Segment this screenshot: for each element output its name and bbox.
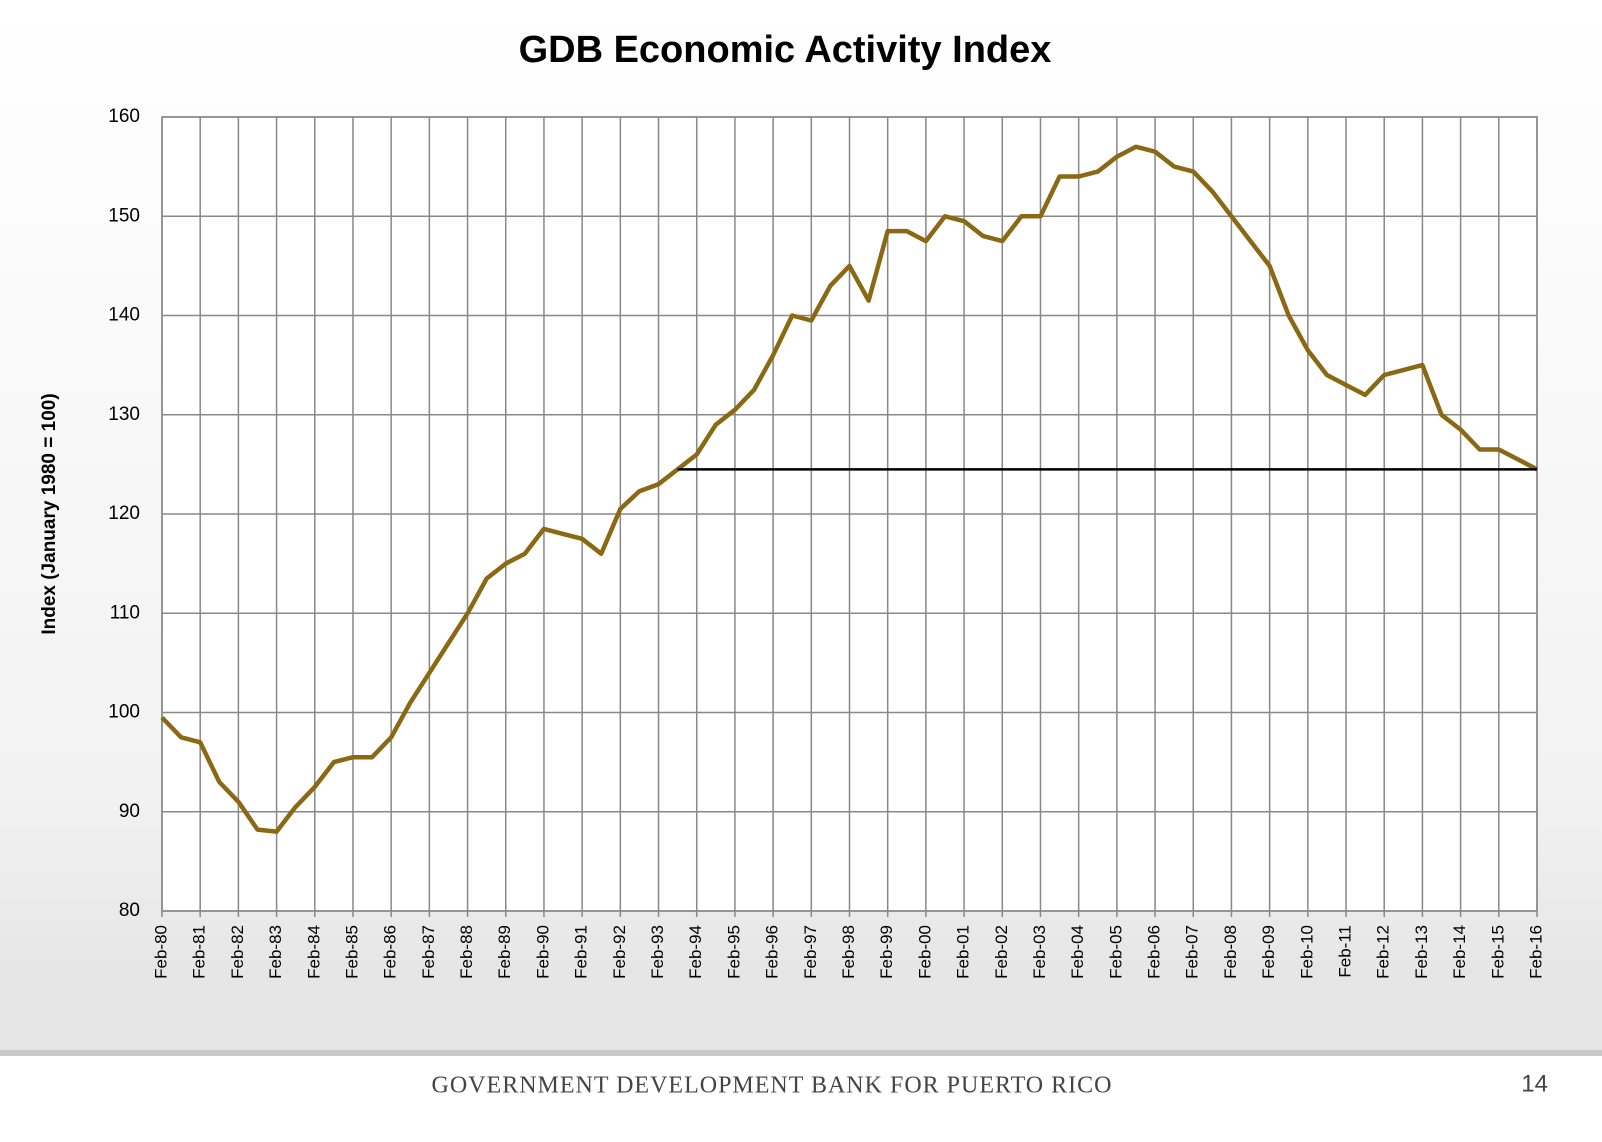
x-tick-label: Feb-94 xyxy=(686,925,705,979)
x-tick-label: Feb-06 xyxy=(1145,925,1164,979)
data-line xyxy=(160,144,1539,834)
x-tick-label: Feb-04 xyxy=(1068,925,1087,979)
page-number: 14 xyxy=(1521,1070,1548,1097)
x-tick-label: Feb-13 xyxy=(1412,925,1431,979)
y-tick-label: 160 xyxy=(108,106,140,127)
chart-title: GDB Economic Activity Index xyxy=(519,29,1052,71)
x-tick-label: Feb-91 xyxy=(572,925,591,979)
x-tick-label: Feb-85 xyxy=(342,925,361,979)
y-tick-label: 100 xyxy=(108,702,140,723)
x-tick-label: Feb-80 xyxy=(151,925,170,979)
x-tick-label: Feb-14 xyxy=(1450,925,1469,979)
x-tick-label: Feb-98 xyxy=(839,925,858,979)
x-tick-label: Feb-08 xyxy=(1221,925,1240,979)
x-tick-label: Feb-03 xyxy=(1030,925,1049,979)
y-tick-label: 80 xyxy=(119,900,140,921)
x-tick-label: Feb-95 xyxy=(724,925,743,979)
x-tick-label: Feb-92 xyxy=(610,925,629,979)
x-tick-label: Feb-16 xyxy=(1526,925,1545,979)
y-tick-label: 140 xyxy=(108,305,140,326)
x-tick-label: Feb-05 xyxy=(1106,925,1125,979)
x-tick-label: Feb-99 xyxy=(877,925,896,979)
x-tick-label: Feb-11 xyxy=(1336,925,1355,978)
footer-text: GOVERNMENT DEVELOPMENT BANK FOR PUERTO R… xyxy=(432,1073,1113,1099)
x-tick-label: Feb-88 xyxy=(457,925,476,979)
x-tick-label: Feb-15 xyxy=(1488,925,1507,979)
x-tick-label: Feb-81 xyxy=(190,925,209,979)
y-tick-label: 150 xyxy=(108,205,140,226)
x-tick-label: Feb-82 xyxy=(228,925,247,979)
x-tick-label: Feb-09 xyxy=(1259,925,1278,979)
x-tick-label: Feb-00 xyxy=(915,925,934,979)
footer-rule xyxy=(0,1050,1602,1056)
x-tick-label: Feb-83 xyxy=(266,925,285,979)
x-tick-label: Feb-07 xyxy=(1183,925,1202,979)
x-tick-label: Feb-93 xyxy=(648,925,667,979)
y-tick-label: 120 xyxy=(108,503,140,524)
x-tick-label: Feb-01 xyxy=(954,925,973,979)
y-tick-label: 90 xyxy=(119,801,140,822)
x-tick-label: Feb-86 xyxy=(381,925,400,979)
x-tick-label: Feb-97 xyxy=(801,925,820,979)
y-tick-label: 130 xyxy=(108,404,140,425)
x-tick-label: Feb-02 xyxy=(992,925,1011,979)
y-axis-title: Index (January 1980 = 100) xyxy=(39,393,60,634)
x-tick-label: Feb-87 xyxy=(419,925,438,979)
x-tick-label: Feb-84 xyxy=(304,925,323,979)
x-tick-label: Feb-12 xyxy=(1374,925,1393,979)
x-tick-label: Feb-90 xyxy=(533,925,552,979)
y-tick-label: 110 xyxy=(110,602,140,623)
x-tick-label: Feb-96 xyxy=(763,925,782,979)
x-tick-label: Feb-10 xyxy=(1297,925,1316,979)
x-tick-label: Feb-89 xyxy=(495,925,514,979)
